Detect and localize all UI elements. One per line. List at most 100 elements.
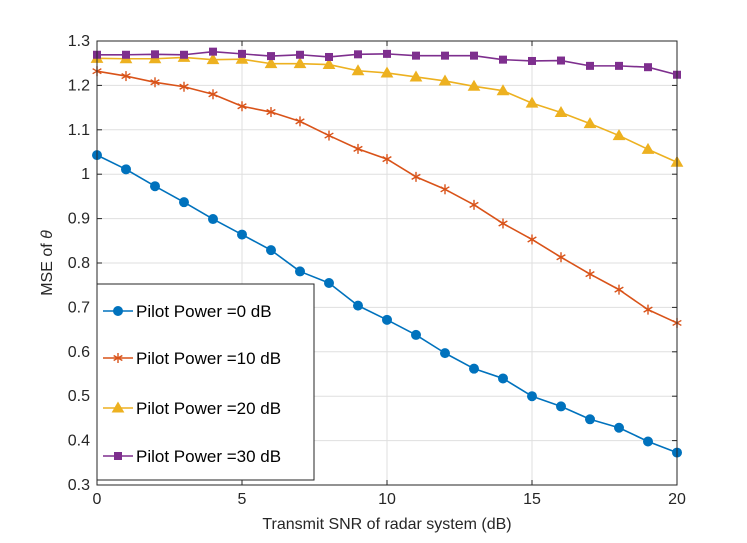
- data-point: [583, 117, 597, 129]
- y-tick-label: 0.6: [68, 344, 90, 361]
- data-point: [643, 436, 653, 447]
- data-point: [296, 50, 304, 59]
- data-point: [325, 52, 333, 61]
- data-point: [467, 79, 481, 91]
- data-point: [380, 66, 394, 78]
- legend-item: Pilot Power =30 dB: [103, 447, 281, 466]
- legend-label: Pilot Power =0 dB: [136, 302, 272, 321]
- data-point: [353, 143, 363, 154]
- y-axis-label-symbol: θ: [39, 230, 56, 239]
- y-tick-label: 1.2: [68, 77, 90, 94]
- y-tick-label: 1: [81, 166, 90, 183]
- series-1: [92, 66, 682, 328]
- data-point: [324, 130, 334, 141]
- data-point: [209, 47, 217, 56]
- data-point: [238, 49, 246, 58]
- data-point: [354, 50, 362, 59]
- data-point: [499, 55, 507, 64]
- data-point: [496, 84, 510, 96]
- y-tick-label: 0.7: [68, 299, 90, 316]
- data-point: [470, 51, 478, 60]
- data-point: [295, 266, 305, 277]
- legend-label: Pilot Power =30 dB: [136, 447, 281, 466]
- data-point: [440, 348, 450, 359]
- data-point: [351, 64, 365, 76]
- legend-label: Pilot Power =20 dB: [136, 399, 281, 418]
- data-point: [643, 304, 653, 315]
- data-point: [264, 57, 278, 69]
- data-point: [295, 116, 305, 127]
- data-point: [179, 197, 189, 208]
- x-tick-label: 0: [93, 491, 102, 508]
- data-point: [498, 218, 508, 229]
- x-tick-label: 15: [523, 491, 541, 508]
- data-point: [441, 51, 449, 60]
- data-point: [525, 96, 539, 108]
- legend-item: Pilot Power =10 dB: [103, 349, 281, 368]
- data-point: [412, 51, 420, 60]
- data-point: [382, 154, 392, 165]
- y-axis-label: MSE of θ: [39, 230, 56, 296]
- legend-marker: [111, 401, 125, 413]
- x-tick-label: 20: [668, 491, 686, 508]
- data-point: [150, 77, 160, 88]
- data-point: [614, 284, 624, 295]
- y-tick-label: 0.3: [68, 477, 90, 494]
- data-point: [151, 50, 159, 59]
- data-point: [527, 234, 537, 245]
- legend-marker: [113, 353, 123, 363]
- data-point: [322, 58, 336, 70]
- data-point: [556, 252, 566, 263]
- data-point: [557, 56, 565, 65]
- data-point: [586, 61, 594, 70]
- data-point: [554, 105, 568, 117]
- data-point: [267, 52, 275, 61]
- x-tick-label: 10: [378, 491, 396, 508]
- data-point: [409, 70, 423, 82]
- series-0: [92, 150, 682, 458]
- y-tick-label: 1.3: [68, 33, 90, 50]
- data-point: [585, 269, 595, 280]
- data-point: [615, 61, 623, 70]
- data-point: [208, 214, 218, 225]
- legend-marker: [114, 452, 122, 460]
- data-point: [556, 401, 566, 412]
- data-point: [208, 89, 218, 100]
- legend: Pilot Power =0 dB Pilot Power =10 dB Pilot…: [96, 283, 315, 481]
- data-point: [614, 422, 624, 433]
- legend-item: Pilot Power =0 dB: [103, 302, 272, 321]
- data-point: [585, 414, 595, 425]
- data-point: [440, 184, 450, 195]
- y-tick-label: 0.4: [68, 433, 90, 450]
- data-point: [438, 74, 452, 86]
- y-tick-label: 1.1: [68, 122, 90, 139]
- data-point: [266, 245, 276, 256]
- data-point: [469, 363, 479, 374]
- data-point: [122, 50, 130, 59]
- data-point: [498, 373, 508, 384]
- data-point: [612, 129, 626, 141]
- data-point: [383, 49, 391, 58]
- data-point: [382, 314, 392, 325]
- legend-marker: [113, 306, 123, 316]
- y-tick-label: 0.9: [68, 211, 90, 228]
- legend-box: [96, 283, 315, 481]
- data-point: [150, 181, 160, 192]
- y-tick-label: 0.5: [68, 388, 90, 405]
- data-point: [266, 107, 276, 118]
- x-tick-label: 5: [238, 491, 247, 508]
- legend-label: Pilot Power =10 dB: [136, 349, 281, 368]
- y-axis-label-text: MSE of: [39, 239, 56, 296]
- data-point: [180, 50, 188, 59]
- data-point: [121, 71, 131, 82]
- data-point: [528, 56, 536, 65]
- data-point: [324, 277, 334, 288]
- data-point: [527, 391, 537, 402]
- data-point: [469, 199, 479, 210]
- legend-item: Pilot Power =20 dB: [103, 399, 281, 418]
- data-point: [411, 329, 421, 340]
- data-point: [235, 52, 249, 64]
- data-point: [293, 57, 307, 69]
- x-axis-label: Transmit SNR of radar system (dB): [262, 516, 511, 533]
